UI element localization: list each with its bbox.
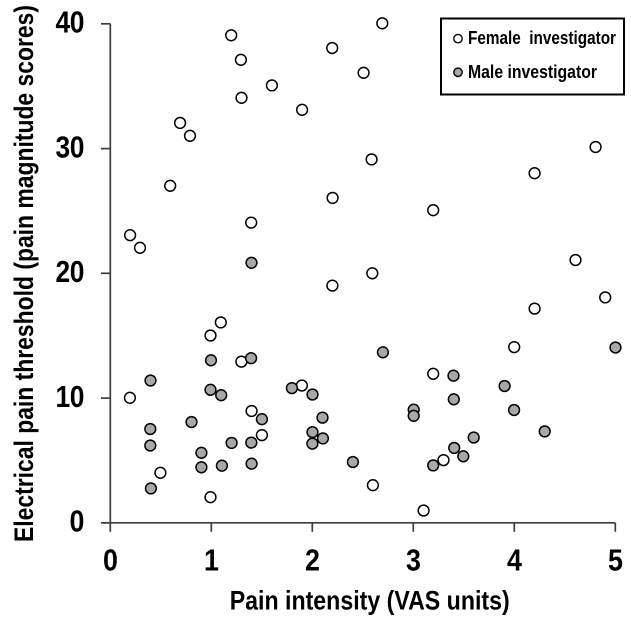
- svg-text:4: 4: [507, 542, 523, 577]
- svg-text:Male investigator: Male investigator: [468, 62, 597, 82]
- svg-text:0: 0: [103, 542, 118, 577]
- svg-text:20: 20: [56, 254, 85, 289]
- svg-text:40: 40: [56, 5, 85, 40]
- svg-text:0: 0: [70, 504, 85, 539]
- svg-text:Female investigator: Female investigator: [468, 28, 616, 48]
- svg-text:Electrical pain threshold (pai: Electrical pain threshold (pain magnitud…: [9, 5, 39, 542]
- svg-text:5: 5: [608, 542, 623, 577]
- svg-text:10: 10: [56, 379, 85, 414]
- svg-text:3: 3: [406, 542, 421, 577]
- svg-text:30: 30: [56, 129, 85, 164]
- svg-text:2: 2: [305, 542, 320, 577]
- svg-text:Pain intensity (VAS units): Pain intensity (VAS units): [230, 586, 510, 616]
- svg-text:1: 1: [204, 542, 219, 577]
